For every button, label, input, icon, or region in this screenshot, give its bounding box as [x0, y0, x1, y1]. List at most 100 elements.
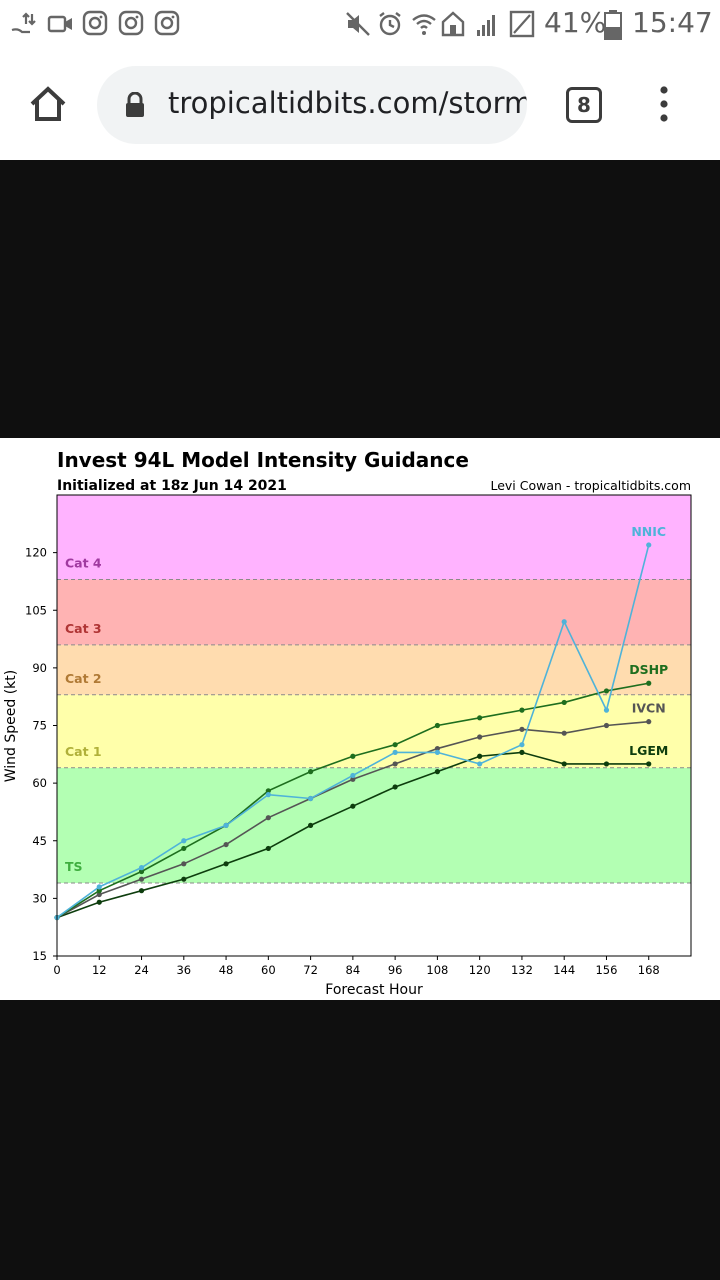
x-tick-label: 36	[176, 963, 191, 977]
data-point-nnic	[646, 542, 652, 548]
alarm-icon	[379, 12, 401, 36]
x-tick-label: 84	[346, 963, 361, 977]
data-point-dshp	[138, 868, 145, 875]
band-cat-2	[57, 644, 691, 695]
x-tick-label: 168	[638, 963, 660, 977]
data-point-ivcn	[138, 876, 145, 882]
data-point-ivcn	[519, 726, 525, 732]
band-ts	[57, 767, 691, 884]
data-point-lgem	[96, 899, 102, 905]
data-point-nnic	[181, 838, 187, 844]
x-tick-label: 60	[261, 963, 276, 977]
data-point-lgem	[181, 876, 187, 882]
data-point-lgem	[603, 761, 610, 767]
band-label: TS	[65, 859, 83, 874]
battery-percent: 41%	[544, 6, 607, 39]
battery-icon	[604, 10, 622, 40]
band-label: Cat 4	[65, 556, 102, 571]
data-point-nnic	[96, 884, 102, 890]
video-icon	[47, 15, 72, 33]
x-tick-label: 144	[553, 963, 575, 977]
more-options-icon[interactable]	[652, 84, 676, 124]
band-label: Cat 2	[65, 671, 102, 686]
chart-title: Invest 94L Model Intensity Guidance	[57, 448, 469, 472]
data-point-nnic	[308, 795, 314, 802]
y-tick-label: 105	[25, 603, 47, 617]
instagram-icon	[154, 10, 180, 36]
intensity-chart: Invest 94L Model Intensity Guidance Init…	[3, 448, 692, 998]
data-point-lgem	[434, 769, 440, 775]
data-point-ivcn	[561, 730, 567, 736]
band-label: Cat 3	[65, 621, 102, 636]
y-tick-label: 30	[32, 891, 47, 905]
data-point-nnic	[392, 749, 398, 755]
y-tick-label: 15	[32, 949, 47, 963]
data-point-lgem	[223, 861, 229, 867]
page-dark-area-top	[0, 160, 720, 438]
data-point-nnic	[138, 865, 145, 871]
series-label-dshp: DSHP	[629, 662, 668, 677]
data-point-nnic	[477, 761, 483, 767]
lock-icon	[126, 92, 144, 117]
transfer-icon	[11, 12, 36, 34]
x-tick-label: 48	[219, 963, 234, 977]
browser-toolbar: tropicaltidbits.com/storm 8	[0, 50, 720, 160]
address-bar[interactable]: tropicaltidbits.com/storm	[97, 66, 527, 144]
x-tick-label: 72	[303, 963, 318, 977]
x-axis-label: Forecast Hour	[325, 982, 423, 998]
data-point-dshp	[519, 707, 525, 713]
band-cat-3	[57, 579, 691, 645]
data-point-ivcn	[477, 734, 483, 740]
no-sim-icon	[509, 10, 535, 38]
band-cat-1	[57, 694, 691, 768]
data-point-nnic	[350, 772, 356, 779]
series-label-lgem: LGEM	[629, 743, 668, 758]
data-point-lgem	[561, 761, 567, 767]
data-point-lgem	[265, 845, 271, 852]
x-tick-label: 156	[595, 963, 617, 977]
instagram-icon	[118, 10, 144, 36]
status-bar: 41% 15:47	[0, 0, 720, 50]
x-tick-label: 96	[388, 963, 403, 977]
data-point-nnic	[434, 749, 440, 755]
data-point-nnic	[603, 707, 610, 713]
data-point-dshp	[561, 699, 567, 706]
data-point-nnic	[265, 792, 271, 798]
data-point-dshp	[308, 769, 314, 775]
data-point-dshp	[96, 888, 102, 894]
y-tick-label: 60	[32, 776, 47, 790]
data-point-ivcn	[223, 841, 229, 848]
y-tick-label: 45	[32, 834, 47, 848]
data-point-dshp	[265, 788, 271, 794]
data-point-dshp	[181, 845, 187, 852]
data-point-lgem	[519, 749, 525, 755]
home-button[interactable]	[28, 84, 68, 124]
data-point-dshp	[392, 742, 398, 748]
clock-time: 15:47	[632, 6, 713, 39]
data-point-ivcn	[434, 745, 440, 752]
y-tick-label: 90	[32, 661, 47, 675]
chart-subtitle: Initialized at 18z Jun 14 2021	[57, 478, 287, 494]
data-point-lgem	[308, 822, 314, 828]
data-point-lgem	[392, 784, 398, 790]
url-text: tropicaltidbits.com/storm	[168, 86, 527, 120]
x-tick-label: 132	[511, 963, 533, 977]
data-point-ivcn	[265, 815, 271, 821]
wifi-icon	[412, 14, 436, 35]
y-tick-label: 75	[32, 719, 47, 733]
x-tick-label: 12	[92, 963, 107, 977]
instagram-icon	[82, 10, 108, 36]
data-point-ivcn	[181, 861, 187, 867]
data-point-ivcn	[96, 891, 102, 898]
x-tick-label: 108	[426, 963, 448, 977]
data-point-lgem	[138, 888, 145, 894]
data-point-dshp	[350, 753, 356, 759]
page-dark-area-bottom	[0, 1000, 720, 1280]
tab-switcher-button[interactable]: 8	[566, 87, 602, 123]
x-tick-label: 0	[53, 963, 60, 977]
data-point-lgem	[646, 761, 652, 767]
data-point-lgem	[350, 803, 356, 809]
x-tick-label: 24	[134, 963, 149, 977]
data-point-nnic	[561, 619, 567, 625]
data-point-ivcn	[603, 722, 610, 729]
